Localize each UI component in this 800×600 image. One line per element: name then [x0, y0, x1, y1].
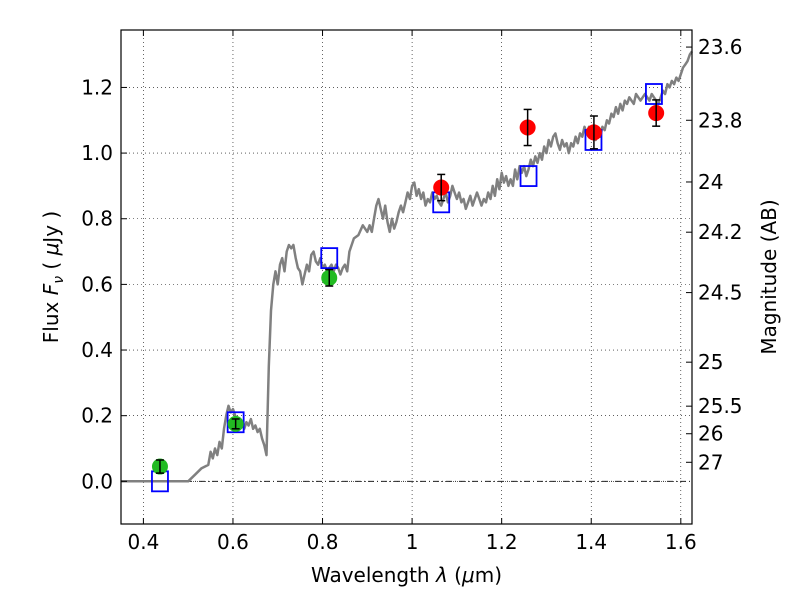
x-tick-label: 1.6	[665, 530, 697, 554]
magnitude-tick-label: 24.5	[698, 281, 743, 305]
y-tick-label: 0.4	[81, 338, 113, 362]
x-tick-label: 0.4	[127, 530, 159, 554]
magnitude-tick-label: 24	[698, 170, 723, 194]
y-tick-label: 0.2	[81, 404, 113, 428]
y-axis-label: Flux Fν ( μJy )	[39, 211, 67, 343]
model-photometry-marker	[226, 411, 245, 434]
y-tick-label: 1.2	[81, 75, 113, 99]
magnitude-tick-label: 26	[698, 422, 723, 446]
y-tick-label: 0.0	[81, 469, 113, 493]
y-tick-label: 1.0	[81, 141, 113, 165]
model-photometry-marker	[519, 165, 538, 187]
grid	[121, 30, 692, 524]
y-tick-label: 0.6	[81, 272, 113, 296]
model-photometry-marker	[645, 83, 663, 105]
observed-photometry-layer	[151, 99, 665, 475]
spectrum-line	[121, 50, 694, 483]
model-photometry-layer	[151, 83, 663, 493]
x-tick-label: 1.2	[486, 530, 518, 554]
ticks: 0.4 0.6 0.8 1 1.2 1.4 1.6 0.0 0.2 0.4 0.6 0.8 1.0 1.2…	[81, 30, 743, 554]
plot-frame	[120, 29, 693, 525]
magnitude-tick-label: 24.2	[698, 220, 743, 244]
y-tick-label: 0.8	[81, 207, 113, 231]
x-tick-label: 0.8	[307, 530, 339, 554]
magnitude-tick-label: 25	[698, 350, 723, 374]
spectrum-layer	[121, 50, 694, 483]
x-tick-label: 1	[406, 530, 419, 554]
model-photometry-marker	[320, 247, 339, 270]
magnitude-tick-label: 25.5	[698, 394, 743, 418]
x-tick-label: 1.4	[575, 530, 607, 554]
magnitude-tick-label: 23.6	[698, 35, 743, 59]
y2-axis-label: Magnitude (AB)	[757, 199, 781, 354]
magnitude-tick-label: 23.8	[698, 108, 743, 132]
x-axis-label: Wavelength λ (μm)	[311, 563, 502, 587]
x-tick-label: 0.6	[217, 530, 249, 554]
magnitude-tick-label: 27	[698, 450, 723, 474]
